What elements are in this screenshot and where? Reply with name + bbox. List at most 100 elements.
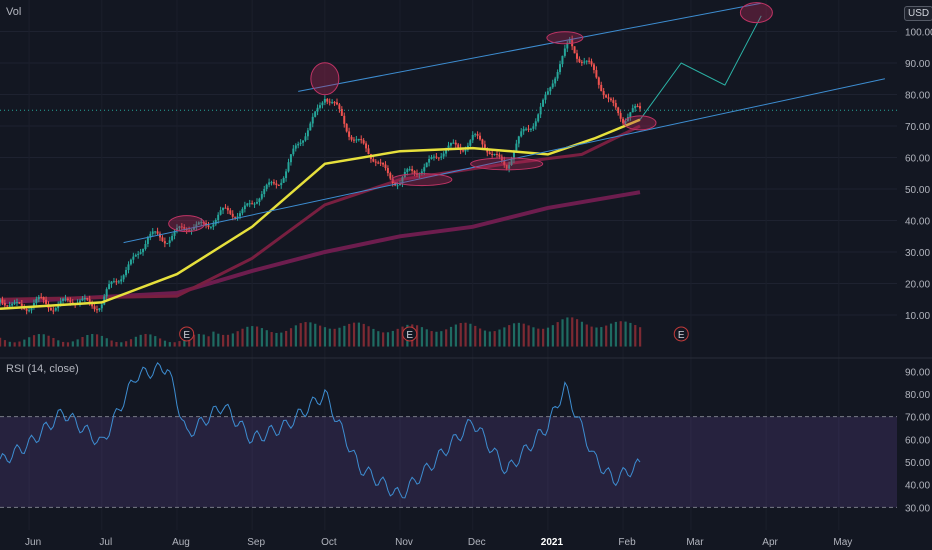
candle-body xyxy=(0,299,1,303)
volume-bar xyxy=(91,333,94,347)
candle-body xyxy=(161,237,164,242)
volume-bar xyxy=(498,329,501,347)
volume-bar xyxy=(561,319,564,347)
candle-body xyxy=(498,154,501,157)
candle-body xyxy=(83,298,86,300)
volume-bar xyxy=(435,331,438,347)
volume-bar xyxy=(241,328,244,347)
candle-body xyxy=(568,39,571,43)
volume-bar xyxy=(115,342,118,347)
volume-bar xyxy=(377,331,380,347)
candle-body xyxy=(406,169,409,173)
candle-body xyxy=(319,105,322,108)
candle-body xyxy=(202,221,205,224)
candle-body xyxy=(592,64,595,71)
volume-bar xyxy=(71,341,74,347)
candle-body xyxy=(265,184,268,189)
candle-body xyxy=(617,107,620,114)
highlight-ellipse xyxy=(546,31,584,45)
candle-body xyxy=(607,97,610,99)
candle-body xyxy=(340,108,343,116)
price-tick-label: 10.00 xyxy=(905,311,930,322)
price-tick-label: 90.00 xyxy=(905,59,930,70)
candle-body xyxy=(515,143,518,152)
candle-body xyxy=(566,42,569,49)
volume-bar xyxy=(542,328,545,347)
volume-bar xyxy=(430,331,433,347)
candle-body xyxy=(338,104,341,109)
candle-body xyxy=(173,231,176,236)
volume-bar xyxy=(299,323,302,347)
candle-body xyxy=(95,309,98,311)
rsi-tick-label: 50.00 xyxy=(905,458,930,469)
candle-body xyxy=(142,249,145,253)
volume-bar xyxy=(255,326,259,347)
rsi-tick-label: 90.00 xyxy=(905,367,930,378)
candle-body xyxy=(115,281,118,283)
candle-body xyxy=(282,178,285,183)
candle-body xyxy=(471,134,474,141)
candle-body xyxy=(285,171,288,179)
candle-body xyxy=(474,134,477,136)
channel-upper-line xyxy=(298,2,762,92)
candle-body xyxy=(595,70,598,78)
candle-body xyxy=(328,101,331,103)
volume-bar xyxy=(391,330,394,347)
candle-body xyxy=(214,220,217,225)
candle-body xyxy=(3,302,6,306)
volume-bar xyxy=(3,340,7,347)
candle-body xyxy=(79,300,82,303)
candle-body xyxy=(605,95,608,98)
candle-body xyxy=(556,72,559,79)
candle-body xyxy=(575,53,578,59)
volume-bar xyxy=(396,328,399,347)
volume-bar xyxy=(173,342,176,347)
volume-bar xyxy=(280,332,283,347)
candle-body xyxy=(112,281,115,283)
candle-body xyxy=(367,148,370,155)
candle-body xyxy=(86,298,89,300)
candle-body xyxy=(151,231,154,234)
volume-bar xyxy=(207,336,210,347)
candle-body xyxy=(425,162,428,168)
time-tick-label: Dec xyxy=(468,537,486,548)
candle-body xyxy=(120,279,123,282)
volume-bar xyxy=(270,332,273,347)
candle-body xyxy=(243,205,246,210)
candle-body xyxy=(166,243,169,245)
highlight-ellipse xyxy=(470,157,544,171)
candle-body xyxy=(105,289,108,297)
currency-badge[interactable]: USD xyxy=(904,6,932,21)
candle-body xyxy=(234,216,237,218)
candle-body xyxy=(156,231,159,234)
volume-bar xyxy=(57,340,60,347)
volume-bar xyxy=(86,334,89,347)
candle-body xyxy=(454,142,457,145)
candle-body xyxy=(207,225,210,227)
volume-bar xyxy=(493,331,496,347)
candle-body xyxy=(573,46,576,54)
rsi-tick-label: 40.00 xyxy=(905,481,930,492)
candle-body xyxy=(163,241,166,244)
candle-body xyxy=(6,305,9,307)
volume-bar xyxy=(420,327,424,347)
candle-body xyxy=(432,156,435,158)
candle-body xyxy=(442,153,445,157)
candle-body xyxy=(209,226,212,228)
volume-bar xyxy=(483,330,487,347)
candle-body xyxy=(8,305,11,307)
candle-body xyxy=(69,300,72,303)
volume-bar xyxy=(125,341,128,347)
candle-body xyxy=(159,233,162,238)
volume-bar xyxy=(0,337,2,347)
candle-body xyxy=(25,309,28,311)
candle-body xyxy=(289,154,292,163)
candle-body xyxy=(331,102,334,104)
volume-bar xyxy=(13,342,16,347)
candle-body xyxy=(634,105,637,109)
candle-body xyxy=(91,302,94,307)
candle-body xyxy=(517,136,520,144)
candle-body xyxy=(122,275,125,280)
candle-body xyxy=(127,264,130,270)
